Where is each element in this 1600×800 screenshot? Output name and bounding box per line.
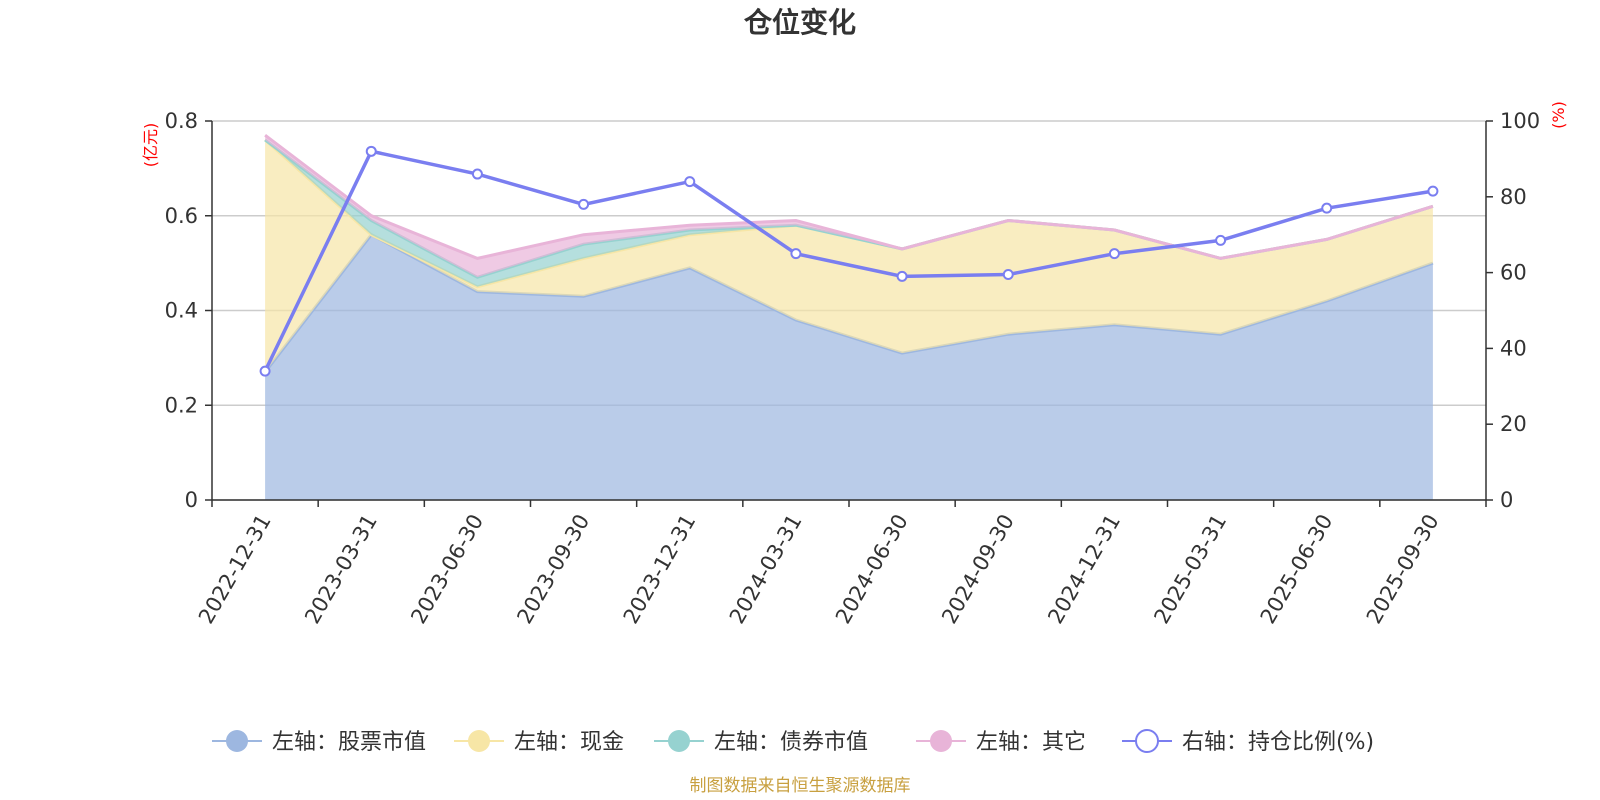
right-tick-label: 20 xyxy=(1500,412,1527,436)
right-tick-label: 80 xyxy=(1500,185,1527,209)
x-tick-label: 2024-06-30 xyxy=(831,510,913,628)
legend-label: 左轴：现金 xyxy=(514,730,624,755)
legend-item-4[interactable]: 右轴：持仓比例(%) xyxy=(1122,729,1374,755)
ratio-point xyxy=(1427,185,1439,197)
chart-title: 仓位变化 xyxy=(744,6,856,39)
legend-item-2[interactable]: 左轴：债券市值 xyxy=(654,730,868,755)
x-tick-label: 2022-12-31 xyxy=(194,510,276,628)
ratio-point xyxy=(1321,202,1333,214)
ratio-point xyxy=(684,176,696,188)
left-tick-label: 0.8 xyxy=(165,109,198,133)
ratio-point xyxy=(471,168,483,180)
legend-label: 左轴：其它 xyxy=(976,730,1086,755)
left-tick-label: 0.6 xyxy=(165,204,198,228)
x-tick-label: 2024-12-31 xyxy=(1043,510,1125,628)
legend[interactable]: 左轴：股票市值 左轴：现金 左轴：债券市值 左轴：其它 右轴：持仓比例(%) xyxy=(212,729,1374,755)
area-series-1 xyxy=(265,139,1433,373)
legend-item-0[interactable]: 左轴：股票市值 xyxy=(212,730,426,755)
x-tick-label: 2023-03-31 xyxy=(300,510,382,628)
left-tick-label: 0.4 xyxy=(165,299,198,323)
area-series-0 xyxy=(265,234,1433,500)
x-tick-label: 2023-12-31 xyxy=(619,510,701,628)
legend-marker xyxy=(930,730,952,752)
left-tick-label: 0 xyxy=(185,488,198,512)
x-tick-label: 2025-06-30 xyxy=(1256,510,1338,628)
data-source-note: 制图数据来自恒生聚源数据库 xyxy=(690,776,911,796)
legend-label: 左轴：债券市值 xyxy=(714,730,868,755)
right-tick-label: 40 xyxy=(1500,336,1527,360)
x-tick-label: 2025-09-30 xyxy=(1362,510,1444,628)
legend-marker xyxy=(468,730,490,752)
x-tick-label: 2025-03-31 xyxy=(1149,510,1231,628)
area-edge-3 xyxy=(264,134,1434,260)
ratio-point xyxy=(259,365,271,377)
ratio-point xyxy=(578,198,590,210)
right-tick-label: 0 xyxy=(1500,488,1513,512)
right-axis-unit: (%) xyxy=(1549,101,1568,129)
legend-item-3[interactable]: 左轴：其它 xyxy=(916,730,1086,755)
legend-item-1[interactable]: 左轴：现金 xyxy=(454,730,624,755)
ratio-line xyxy=(259,145,1439,377)
stacked-areas xyxy=(263,134,1434,500)
ratio-point xyxy=(1002,268,1014,280)
left-tick-label: 0.2 xyxy=(165,393,198,417)
ratio-point xyxy=(896,270,908,282)
ratio-point xyxy=(365,145,377,157)
x-tick-label: 2023-09-30 xyxy=(512,510,594,628)
ratio-line-path xyxy=(263,149,1434,372)
ratio-point xyxy=(1215,234,1227,246)
left-axis-unit: (亿元) xyxy=(141,123,160,168)
x-tick-label: 2024-03-31 xyxy=(725,510,807,628)
legend-marker xyxy=(668,730,690,752)
legend-label: 左轴：股票市值 xyxy=(272,730,426,755)
right-tick-label: 60 xyxy=(1500,261,1527,285)
legend-label: 右轴：持仓比例(%) xyxy=(1182,730,1374,755)
x-tick-label: 2024-09-30 xyxy=(937,510,1019,628)
legend-marker xyxy=(1135,729,1159,753)
x-tick-label: 2023-06-30 xyxy=(406,510,488,628)
ratio-point xyxy=(790,248,802,260)
right-tick-label: 100 xyxy=(1500,109,1540,133)
ratio-point xyxy=(1108,248,1120,260)
legend-marker xyxy=(226,730,248,752)
